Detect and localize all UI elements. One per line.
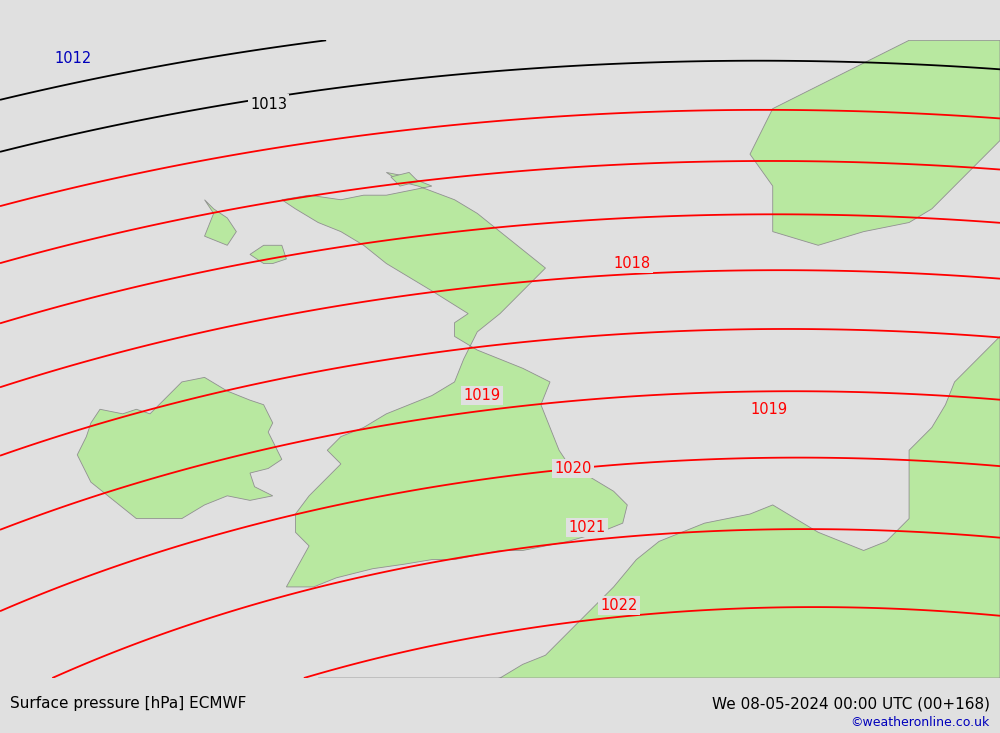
Text: 1022: 1022 — [600, 597, 637, 613]
Text: Surface pressure [hPa] ECMWF: Surface pressure [hPa] ECMWF — [10, 696, 246, 711]
Text: 1019: 1019 — [464, 388, 501, 403]
Polygon shape — [250, 246, 286, 264]
Polygon shape — [77, 377, 282, 518]
Text: 1013: 1013 — [250, 97, 287, 111]
Polygon shape — [318, 336, 1000, 687]
Polygon shape — [750, 40, 1000, 246]
Text: 1020: 1020 — [555, 461, 592, 476]
Text: We 08-05-2024 00:00 UTC (00+168): We 08-05-2024 00:00 UTC (00+168) — [712, 696, 990, 711]
Polygon shape — [205, 199, 236, 246]
Text: ©weatheronline.co.uk: ©weatheronline.co.uk — [851, 716, 990, 729]
Text: 1018: 1018 — [614, 256, 651, 271]
Text: 1021: 1021 — [568, 520, 605, 535]
Polygon shape — [391, 172, 418, 186]
Polygon shape — [282, 172, 627, 587]
Text: 1019: 1019 — [750, 402, 787, 417]
Text: 1012: 1012 — [55, 51, 92, 66]
